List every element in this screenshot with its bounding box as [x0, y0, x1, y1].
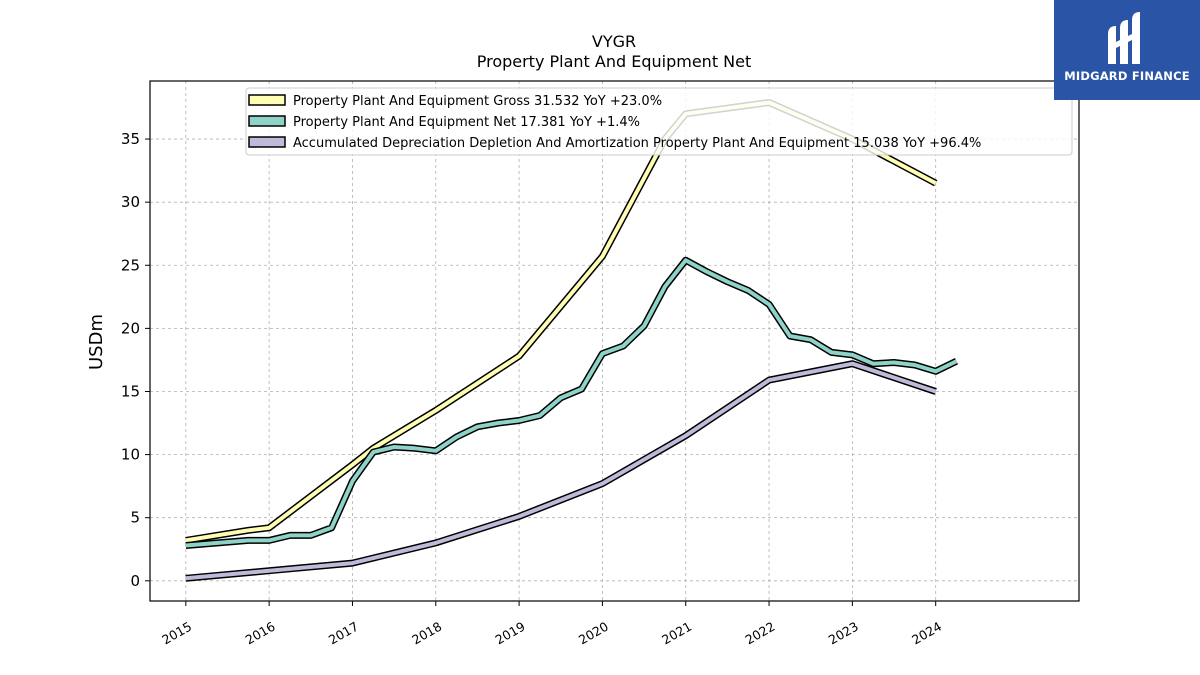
y-tick-label: 0	[130, 572, 140, 590]
y-axis-label: USDm	[86, 314, 107, 370]
legend-swatch-2	[248, 115, 286, 127]
y-tick-label: 25	[121, 256, 140, 274]
y-tick-label: 30	[121, 193, 140, 211]
y-tick-label: 35	[121, 130, 140, 148]
brand-logo: MIDGARD FINANCE	[1054, 0, 1200, 100]
series-line-2	[185, 258, 958, 548]
midgard-logo-icon	[1108, 12, 1140, 64]
legend-box	[245, 87, 1073, 156]
series-line-3	[185, 361, 937, 581]
legend-swatch-1	[248, 94, 286, 106]
legend: Property Plant And Equipment Gross 31.53…	[245, 87, 1073, 156]
y-axis: 0 5 10 15 20 25 30 35	[121, 130, 150, 590]
chart-subtitle: Property Plant And Equipment Net	[477, 52, 752, 71]
y-tick-label: 10	[121, 446, 140, 464]
legend-label-3: Accumulated Depreciation Depletion And A…	[293, 136, 981, 151]
grid	[150, 81, 1079, 601]
y-tick-label: 20	[121, 319, 140, 337]
y-tick-label: 5	[130, 509, 140, 527]
brand-name: MIDGARD FINANCE	[1064, 69, 1190, 83]
chart-title: VYGR	[592, 32, 636, 51]
plot-frame	[149, 80, 1080, 602]
y-tick-label: 15	[121, 382, 140, 400]
legend-label-1: Property Plant And Equipment Gross 31.53…	[293, 94, 662, 109]
legend-swatch-3	[248, 136, 286, 148]
legend-label-2: Property Plant And Equipment Net 17.381 …	[293, 115, 640, 130]
